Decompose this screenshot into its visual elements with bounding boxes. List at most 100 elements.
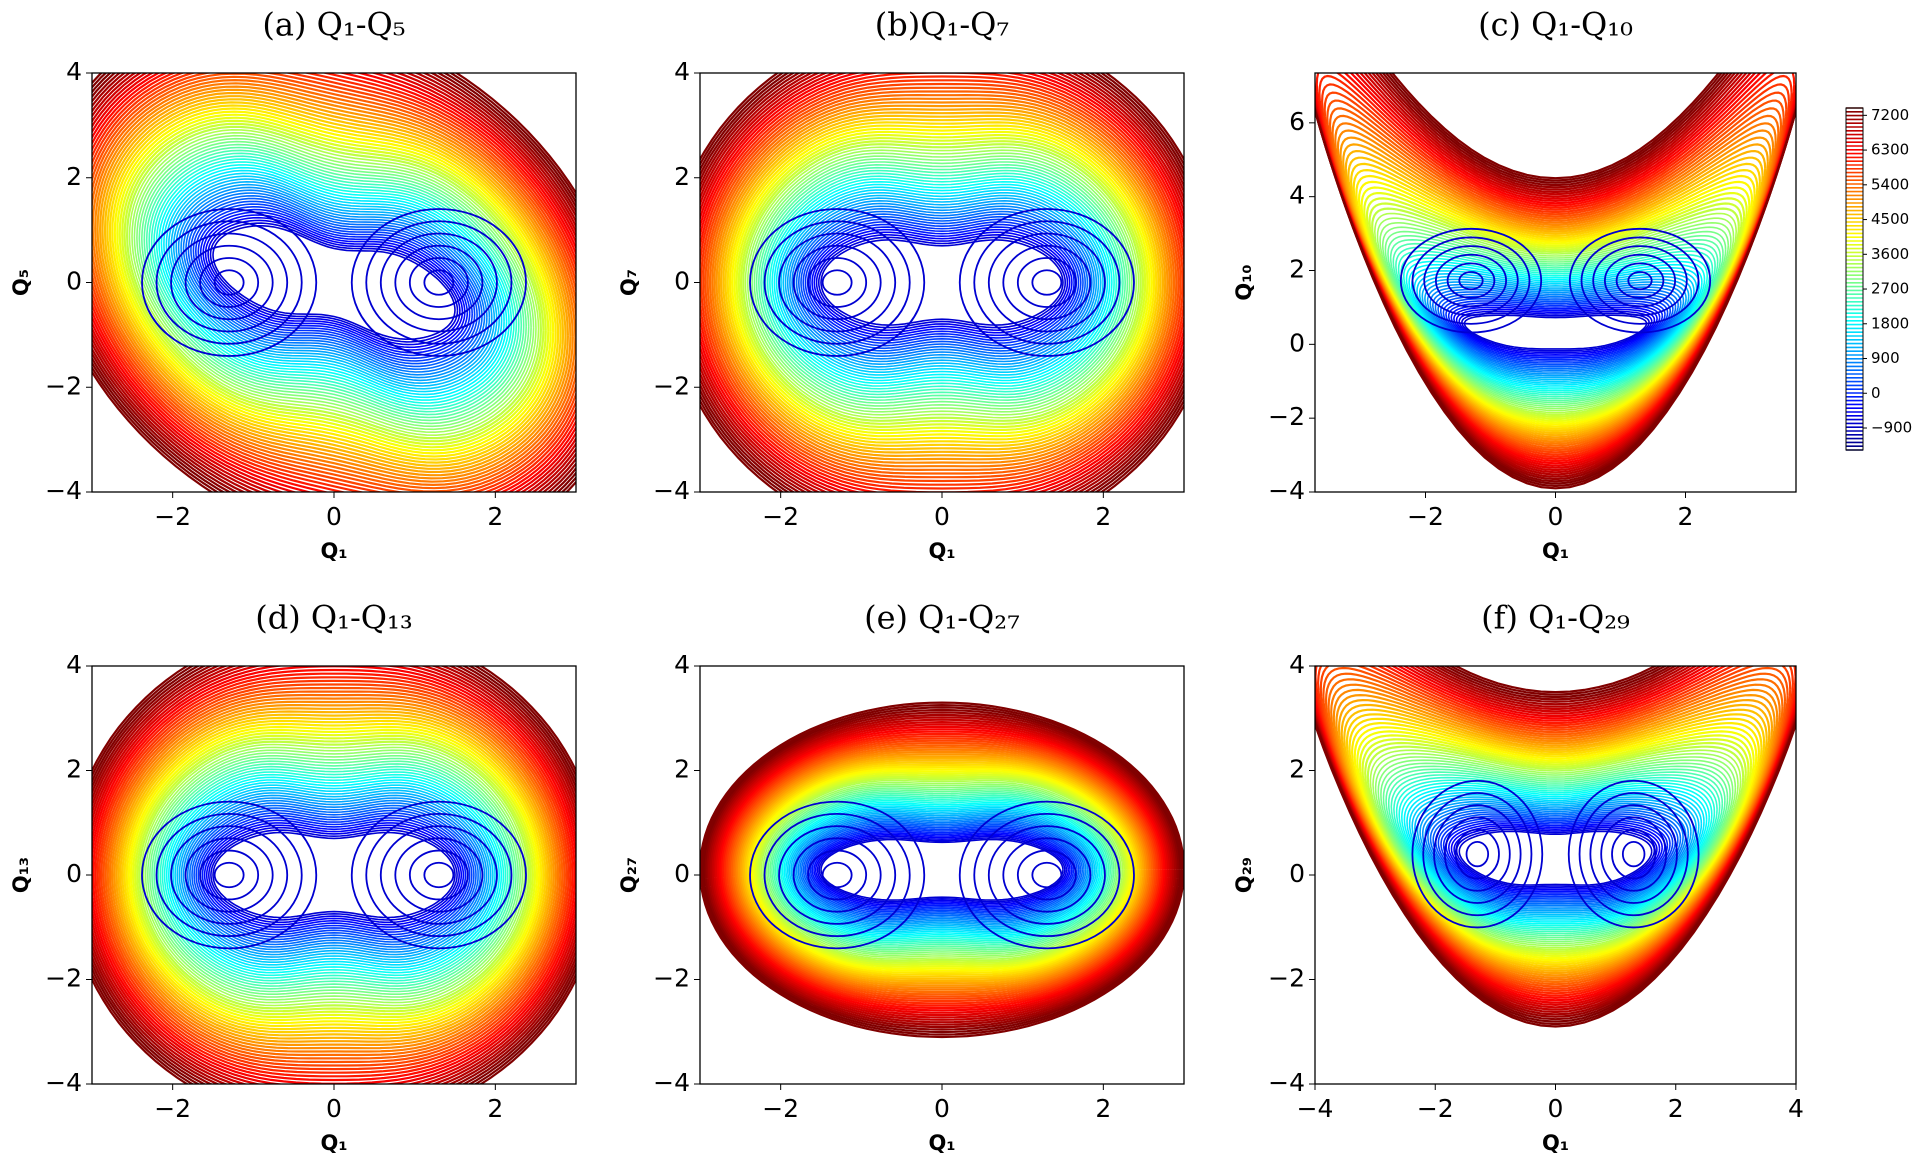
x-tick-label: 0 <box>326 502 342 531</box>
contour-line <box>749 208 926 357</box>
contour-line <box>811 830 1073 910</box>
contour-line <box>104 690 564 1060</box>
contour-line <box>1426 283 1685 375</box>
contour-line <box>1447 302 1664 361</box>
y-axis-label: Q₇ <box>617 269 641 296</box>
chart-title: (b)Q₁-Q₇ <box>875 6 1009 44</box>
contour-line <box>1332 688 1779 979</box>
contour-line <box>1382 765 1729 939</box>
contour-group <box>1315 666 1796 1028</box>
contour-line <box>718 728 1166 1012</box>
contour-line <box>769 178 1115 387</box>
contour-line <box>121 716 547 1034</box>
contour-line <box>783 803 1101 937</box>
contour-line <box>160 166 508 399</box>
contour-line <box>131 131 537 434</box>
contour-line <box>133 134 535 431</box>
contour-line <box>187 197 481 368</box>
contour-line <box>732 746 1152 994</box>
y-tick-label: 0 <box>1289 859 1305 888</box>
contour-line <box>113 110 555 455</box>
contour-line <box>101 95 567 470</box>
colorbar-tick-label: 4500 <box>1871 210 1909 228</box>
contour-line <box>1600 816 1668 892</box>
contour-line <box>172 784 496 966</box>
contour-line <box>1403 787 1708 923</box>
contour-line <box>1335 693 1776 977</box>
contour-line <box>792 812 1092 928</box>
contour-line <box>757 163 1126 402</box>
contour-group <box>700 701 1184 1039</box>
contour-line <box>167 779 500 971</box>
contour-line <box>811 228 1073 337</box>
contour-line <box>1411 236 1531 325</box>
contour-line <box>722 114 1162 451</box>
contour-line <box>1398 781 1713 927</box>
contour-line <box>146 752 521 998</box>
contour-line <box>786 199 1098 366</box>
contour-line <box>92 666 576 1084</box>
contour-line <box>92 73 576 492</box>
contour-line <box>1446 262 1496 299</box>
contour-line <box>177 186 491 379</box>
contour-line <box>190 200 478 365</box>
contour-line <box>92 73 576 492</box>
contour-line <box>1400 784 1710 925</box>
contour-line <box>1442 819 1669 896</box>
contour-line <box>141 208 318 357</box>
contour-line <box>423 861 455 889</box>
y-tick-label: −4 <box>1268 476 1305 505</box>
contour-line <box>145 149 523 416</box>
contour-line <box>100 683 568 1067</box>
contour-line <box>797 817 1087 923</box>
contour-line <box>92 668 576 1082</box>
contour-line <box>207 826 460 924</box>
contour-line <box>800 215 1084 350</box>
contour-line <box>1465 840 1490 868</box>
contour-line <box>1458 830 1653 886</box>
contour-line <box>92 73 576 492</box>
contour-line <box>1385 768 1726 937</box>
contour-line <box>1358 734 1753 958</box>
contour-line <box>1454 828 1500 880</box>
contour-line <box>774 794 1110 946</box>
y-tick-label: −2 <box>653 371 690 400</box>
contour-line <box>92 73 576 492</box>
contour-line <box>766 175 1118 390</box>
contour-line <box>737 753 1147 987</box>
contour-line <box>92 666 576 1084</box>
contour-line <box>1445 300 1666 362</box>
contour-line <box>123 122 545 443</box>
y-tick-label: 2 <box>66 162 82 191</box>
colorbar-tick-label: 5400 <box>1871 175 1909 193</box>
contour-line <box>1408 263 1703 388</box>
contour-line <box>700 73 1184 492</box>
contour-line <box>1434 291 1677 370</box>
contour-line <box>771 180 1113 385</box>
contour-line <box>1592 245 1688 317</box>
contour-line <box>92 73 576 492</box>
contour-line <box>1568 227 1712 334</box>
y-tick-label: 4 <box>66 650 82 679</box>
contour-line <box>1327 678 1784 984</box>
contour-line <box>92 73 576 492</box>
contour-line <box>131 731 537 1019</box>
contour-line <box>814 833 1070 906</box>
contour-line <box>201 819 467 931</box>
chart-title: (c) Q₁-Q₁₀ <box>1478 6 1633 44</box>
contour-line <box>772 792 1112 947</box>
contour-line <box>1437 293 1674 368</box>
contour-line <box>782 194 1102 371</box>
contour-line <box>821 269 853 296</box>
contour-line <box>1422 792 1533 917</box>
contour-line <box>138 740 530 1010</box>
y-tick-label: 6 <box>1289 107 1305 136</box>
contour-line <box>94 85 574 480</box>
x-tick-label: −4 <box>1297 1094 1334 1123</box>
contour-line <box>1453 826 1658 890</box>
contour-line <box>719 730 1165 1010</box>
colorbar-tick-label: 900 <box>1871 349 1900 367</box>
contour-line <box>709 716 1175 1024</box>
contour-line <box>1447 822 1663 893</box>
contour-line <box>1419 800 1692 912</box>
